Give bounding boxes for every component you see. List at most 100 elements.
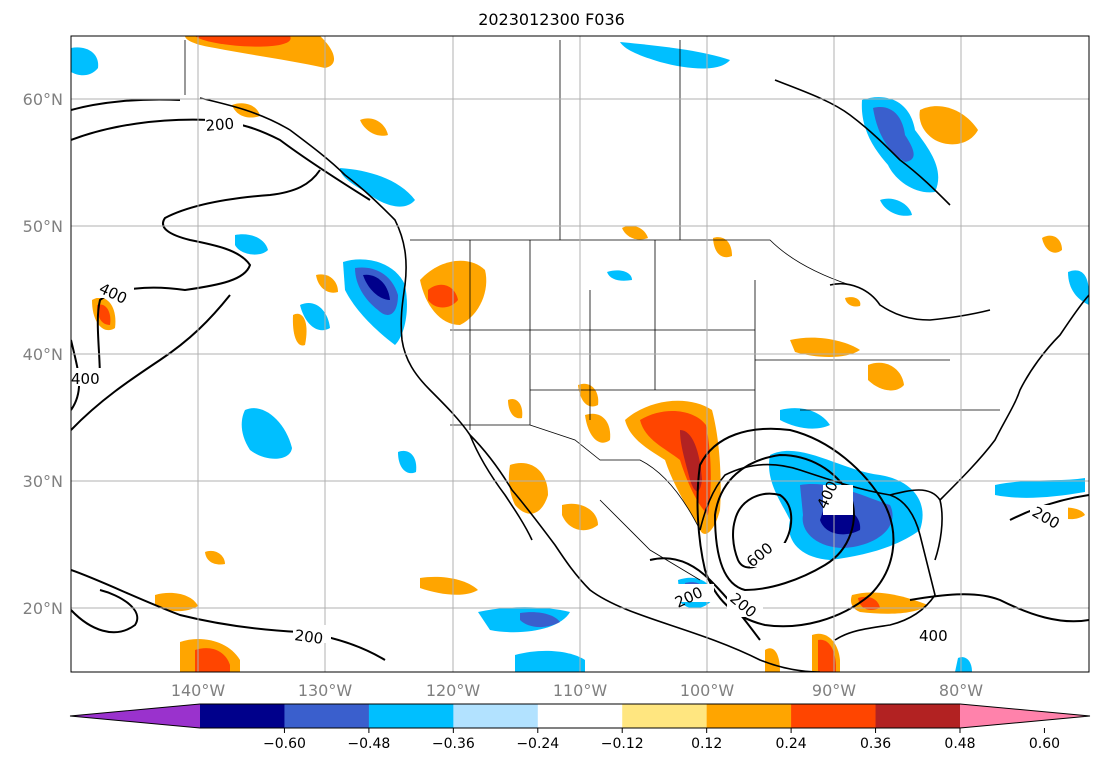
shaded-region-kentucky-positive <box>868 362 904 391</box>
hudson-bay <box>774 79 951 206</box>
shaded-region-pacific-negative-1 <box>241 408 292 459</box>
colorbar-segment <box>284 704 370 728</box>
colorbar-tick-label: 0.36 <box>860 736 891 752</box>
shaded-region-nm-positive <box>585 413 611 443</box>
shaded-region-north-positive-core <box>195 36 291 47</box>
latitude-label: 60°N <box>23 90 63 109</box>
shaded-region-ne-positive <box>622 225 648 240</box>
shaded-region-quebec-positive <box>919 106 978 145</box>
colorbar-tick-label: −0.12 <box>601 736 644 752</box>
colorbar-extend-high <box>960 704 1090 728</box>
contour-label: 200 <box>205 115 235 135</box>
contour-label: 200 <box>293 626 324 648</box>
shaded-region-caribbean-negative <box>955 657 972 672</box>
shaded-region-pacific-sw-positive <box>155 592 198 612</box>
colorbar-tick-label: 0.60 <box>1029 736 1060 752</box>
shaded-region-canada-negative-core <box>873 107 914 162</box>
shaded-region-pacific-west-positive-core <box>97 304 111 325</box>
shaded-region-sd-negative <box>607 270 632 281</box>
colorbar: −0.60 −0.48 −0.36 −0.24 −0.12 0.12 0.24 0.36 0.4… <box>69 703 1091 752</box>
shaded-region-mexico-positive <box>420 576 478 595</box>
latitude-label: 50°N <box>23 217 63 236</box>
longitude-label: 140°W <box>171 681 226 700</box>
colorbar-tick-label: 0.48 <box>944 736 975 752</box>
latitude-label: 20°N <box>23 599 63 618</box>
colorbar-tick-label: −0.60 <box>263 736 306 752</box>
shaded-region-or-positive <box>316 274 338 293</box>
contour-200-north-inner <box>71 98 181 111</box>
shaded-region-northwest-negative <box>71 47 99 76</box>
longitude-label: 80°W <box>939 681 983 700</box>
shaded-region-texas-positive-core <box>640 410 711 515</box>
contour-east-400 <box>909 593 1089 623</box>
shaded-region-ontario-positive <box>1042 235 1062 253</box>
colorbar-segment <box>875 704 961 728</box>
shaded-region-pacific-south-positive-core <box>195 648 230 672</box>
contour-label: 400 <box>71 370 100 388</box>
shaded-region-pacific-negative-2 <box>235 234 268 255</box>
colorbar-tick-label: −0.24 <box>516 736 559 752</box>
colorbar-outline <box>69 703 1091 729</box>
shaded-region-oregon-negative-center <box>363 274 390 300</box>
contour-gulf-200 <box>696 427 895 628</box>
shaded-region-mn-positive <box>713 237 732 258</box>
shaded-region-nv-negative <box>398 450 417 474</box>
shaded-region-east-negative <box>1068 270 1089 305</box>
shaded-region-north-negative-1 <box>620 42 730 69</box>
shaded-region-pacific-south-negative-core <box>520 612 560 628</box>
contour-200-sw <box>71 589 139 634</box>
shaded-region-central-america-positive-core <box>818 639 836 672</box>
shaded-region-pac-positive-small <box>845 297 861 307</box>
shaded-region-pa-positive <box>205 550 225 565</box>
shaded-region-pacific-negative-3 <box>300 302 330 331</box>
colorbar-segment <box>706 704 792 728</box>
coastlines <box>199 79 1089 672</box>
longitude-label: 100°W <box>680 681 735 700</box>
colorbar-tick-label: −0.48 <box>347 736 390 752</box>
contour-gulf-400 <box>713 453 855 592</box>
us-mexico-border <box>450 424 701 531</box>
gulf-coast <box>699 463 936 641</box>
longitude-label: 90°W <box>812 681 856 700</box>
us-canada-border <box>410 239 851 286</box>
longitude-label: 130°W <box>298 681 353 700</box>
shaded-region-bc-positive <box>360 118 388 136</box>
contour-mexico-200 <box>649 557 761 641</box>
map-frame <box>70 35 1090 673</box>
shaded-region-tn-negative <box>780 408 830 429</box>
shaded-region-sb-negative <box>880 198 912 216</box>
shaded-region-bc-negative <box>340 168 415 207</box>
longitude-label: 120°W <box>426 681 481 700</box>
east-coast <box>939 294 1089 501</box>
latitude-axis: 20°N 30°N 40°N 50°N 60°N <box>23 90 63 618</box>
colorbar-segment <box>791 704 877 728</box>
longitude-label: 110°W <box>553 681 608 700</box>
contour-200-north <box>71 118 371 201</box>
shaded-region-baja-positive <box>508 463 548 514</box>
contour-label: 400 <box>919 627 948 645</box>
map-title: 2023012300 F036 <box>478 10 625 29</box>
great-lakes <box>829 283 991 321</box>
baja-peninsula <box>469 434 533 541</box>
contour-400-west <box>96 169 321 381</box>
shaded-region-ozark-positive <box>790 337 860 357</box>
colorbar-extend-low <box>70 704 200 728</box>
longitude-axis: 140°W 130°W 120°W 110°W 100°W 90°W 80°W <box>171 681 983 700</box>
latitude-label: 40°N <box>23 345 63 364</box>
shaded-region-florida-negative <box>995 478 1085 498</box>
mexico-line <box>599 499 701 581</box>
colorbar-tick-label: −0.36 <box>432 736 475 752</box>
shaded-region-pacific-far-south-negative <box>515 650 585 672</box>
shaded-region-wa-positive <box>292 313 307 346</box>
colorbar-segment <box>622 704 708 728</box>
contour-200-south <box>71 569 386 661</box>
west-coast <box>199 97 821 672</box>
shaded-region-az-positive <box>578 383 599 407</box>
graticule <box>71 36 1089 672</box>
colorbar-segment <box>368 704 454 728</box>
colorbar-tick-label: 0.24 <box>776 736 807 752</box>
shaded-region-idaho-positive-core <box>428 284 458 308</box>
colorbar-tick-label: 0.12 <box>691 736 722 752</box>
shaded-region-texas-positive-center <box>680 430 702 492</box>
shaded-region-ca-positive <box>508 398 523 419</box>
